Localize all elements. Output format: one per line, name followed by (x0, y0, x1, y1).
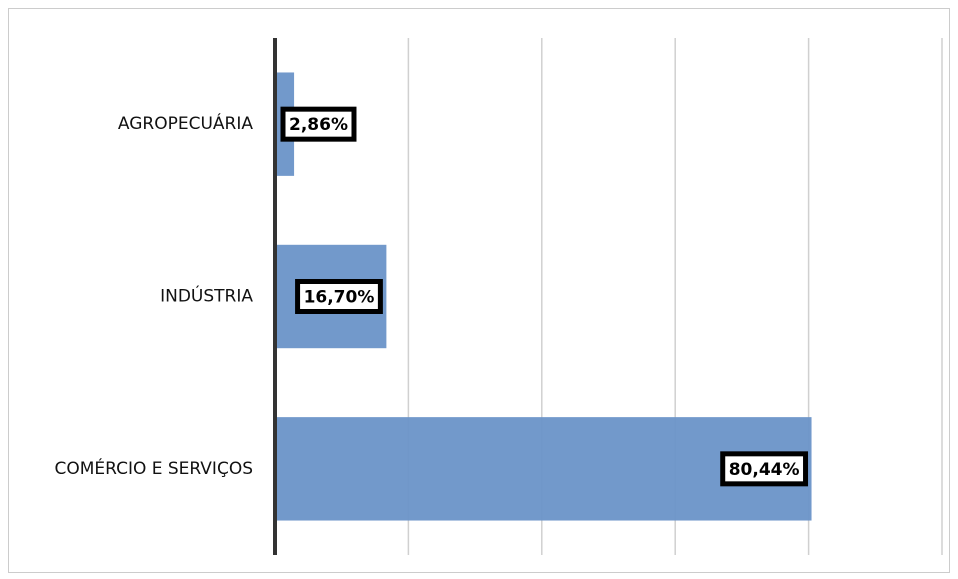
value-label-box (280, 106, 357, 142)
value-label: 16,70% (304, 288, 375, 308)
y-tick-label: COMÉRCIO E SERVIÇOS (54, 457, 253, 479)
y-tick-label: AGROPECUÁRIA (118, 112, 253, 134)
y-tick-label: INDÚSTRIA (160, 285, 253, 307)
value-label: 80,44% (729, 460, 800, 480)
value-label: 2,86% (289, 115, 348, 135)
value-label-box (295, 279, 383, 314)
value-label-box (720, 451, 809, 487)
